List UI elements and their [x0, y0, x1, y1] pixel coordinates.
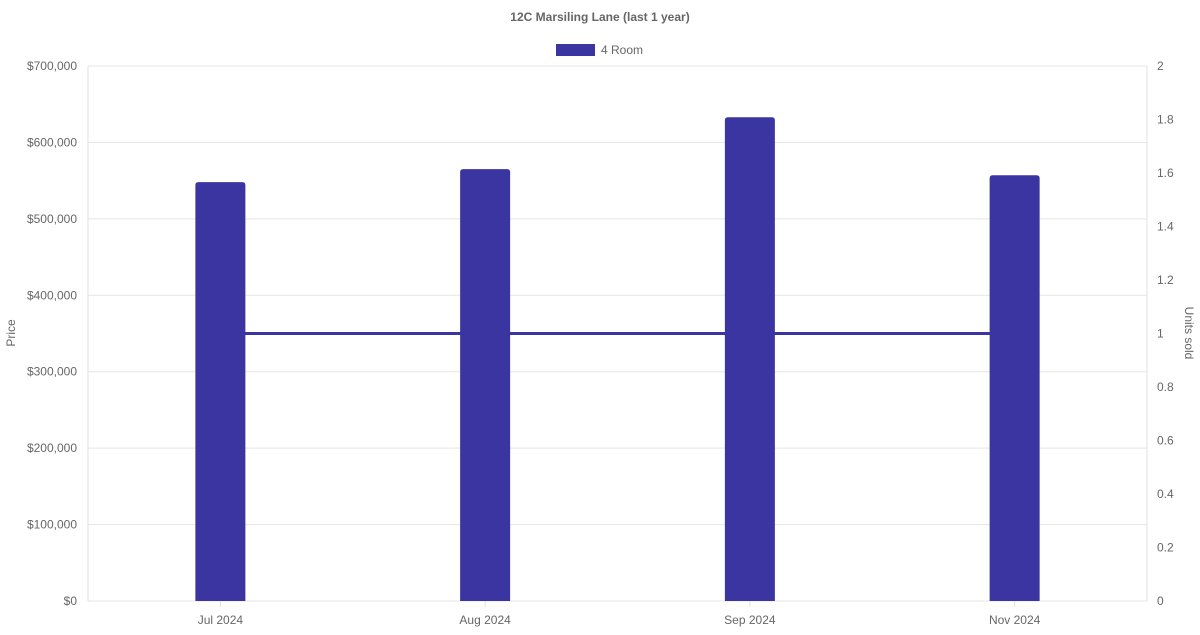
y-tick-label: $200,000: [27, 441, 77, 455]
y-tick-label: $700,000: [27, 59, 77, 73]
y2-tick-label: 0.2: [1157, 541, 1174, 555]
x-tick-label: Jul 2024: [198, 613, 244, 627]
y2-tick-label: 0.6: [1157, 434, 1174, 448]
y2-tick-label: 1.2: [1157, 273, 1174, 287]
y-axis-label: Price: [4, 319, 18, 347]
bar-aug-2024[interactable]: [460, 169, 511, 601]
bar-sep-2024[interactable]: [724, 117, 775, 601]
legend-swatch: [556, 44, 595, 56]
y2-tick-label: 1.6: [1157, 166, 1174, 180]
y2-tick-label: 1.8: [1157, 113, 1174, 127]
y2-tick-label: 0.8: [1157, 380, 1174, 394]
y-tick-label: $0: [64, 594, 78, 608]
y2-tick-label: 0: [1157, 594, 1164, 608]
bar-jul-2024[interactable]: [195, 182, 246, 601]
x-tick-label: Nov 2024: [989, 613, 1041, 627]
x-tick-label: Sep 2024: [724, 613, 776, 627]
bar-nov-2024[interactable]: [989, 175, 1040, 602]
y2-tick-label: 1.4: [1157, 220, 1174, 234]
y-tick-label: $400,000: [27, 288, 77, 302]
y2-tick-label: 0.4: [1157, 487, 1174, 501]
legend-label: 4 Room: [601, 43, 643, 57]
legend[interactable]: 4 Room: [556, 43, 643, 57]
y-tick-label: $100,000: [27, 518, 77, 532]
x-tick-label: Aug 2024: [459, 613, 511, 627]
y-tick-label: $600,000: [27, 135, 77, 149]
y2-tick-label: 1: [1157, 327, 1164, 341]
y2-axis-label: Units sold: [1182, 307, 1196, 360]
y2-tick-label: 2: [1157, 59, 1164, 73]
y-tick-label: $500,000: [27, 212, 77, 226]
chart-title: 12C Marsiling Lane (last 1 year): [510, 10, 689, 24]
y-tick-label: $300,000: [27, 365, 77, 379]
